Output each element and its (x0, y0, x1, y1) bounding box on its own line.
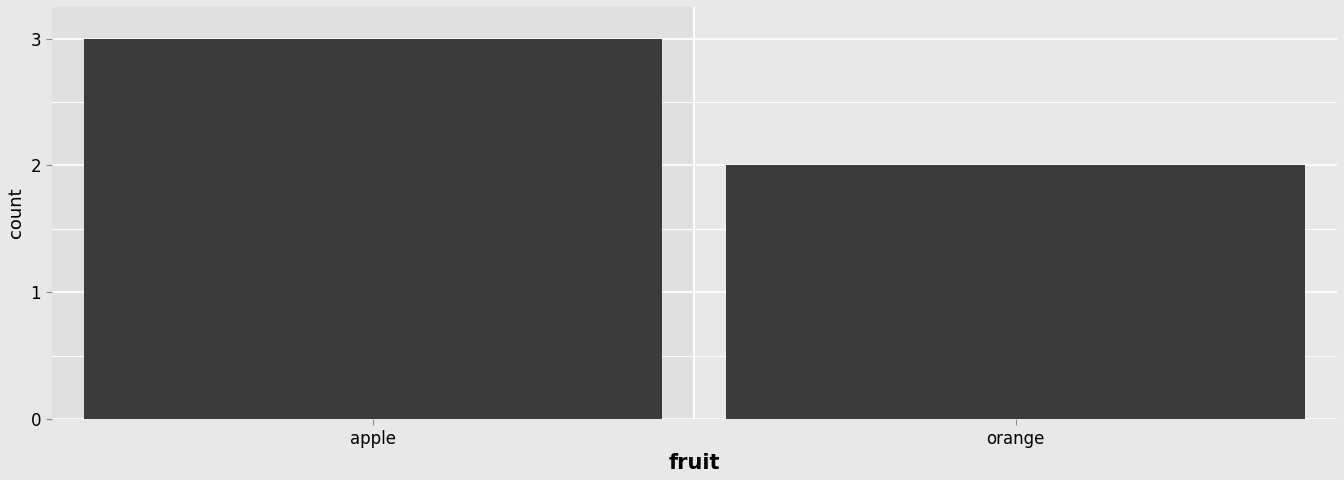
X-axis label: fruit: fruit (668, 453, 720, 473)
Bar (727, 166, 1305, 419)
Bar (695, 7, 1337, 419)
Y-axis label: count: count (7, 188, 26, 239)
Bar (51, 7, 695, 419)
Bar (83, 39, 663, 419)
